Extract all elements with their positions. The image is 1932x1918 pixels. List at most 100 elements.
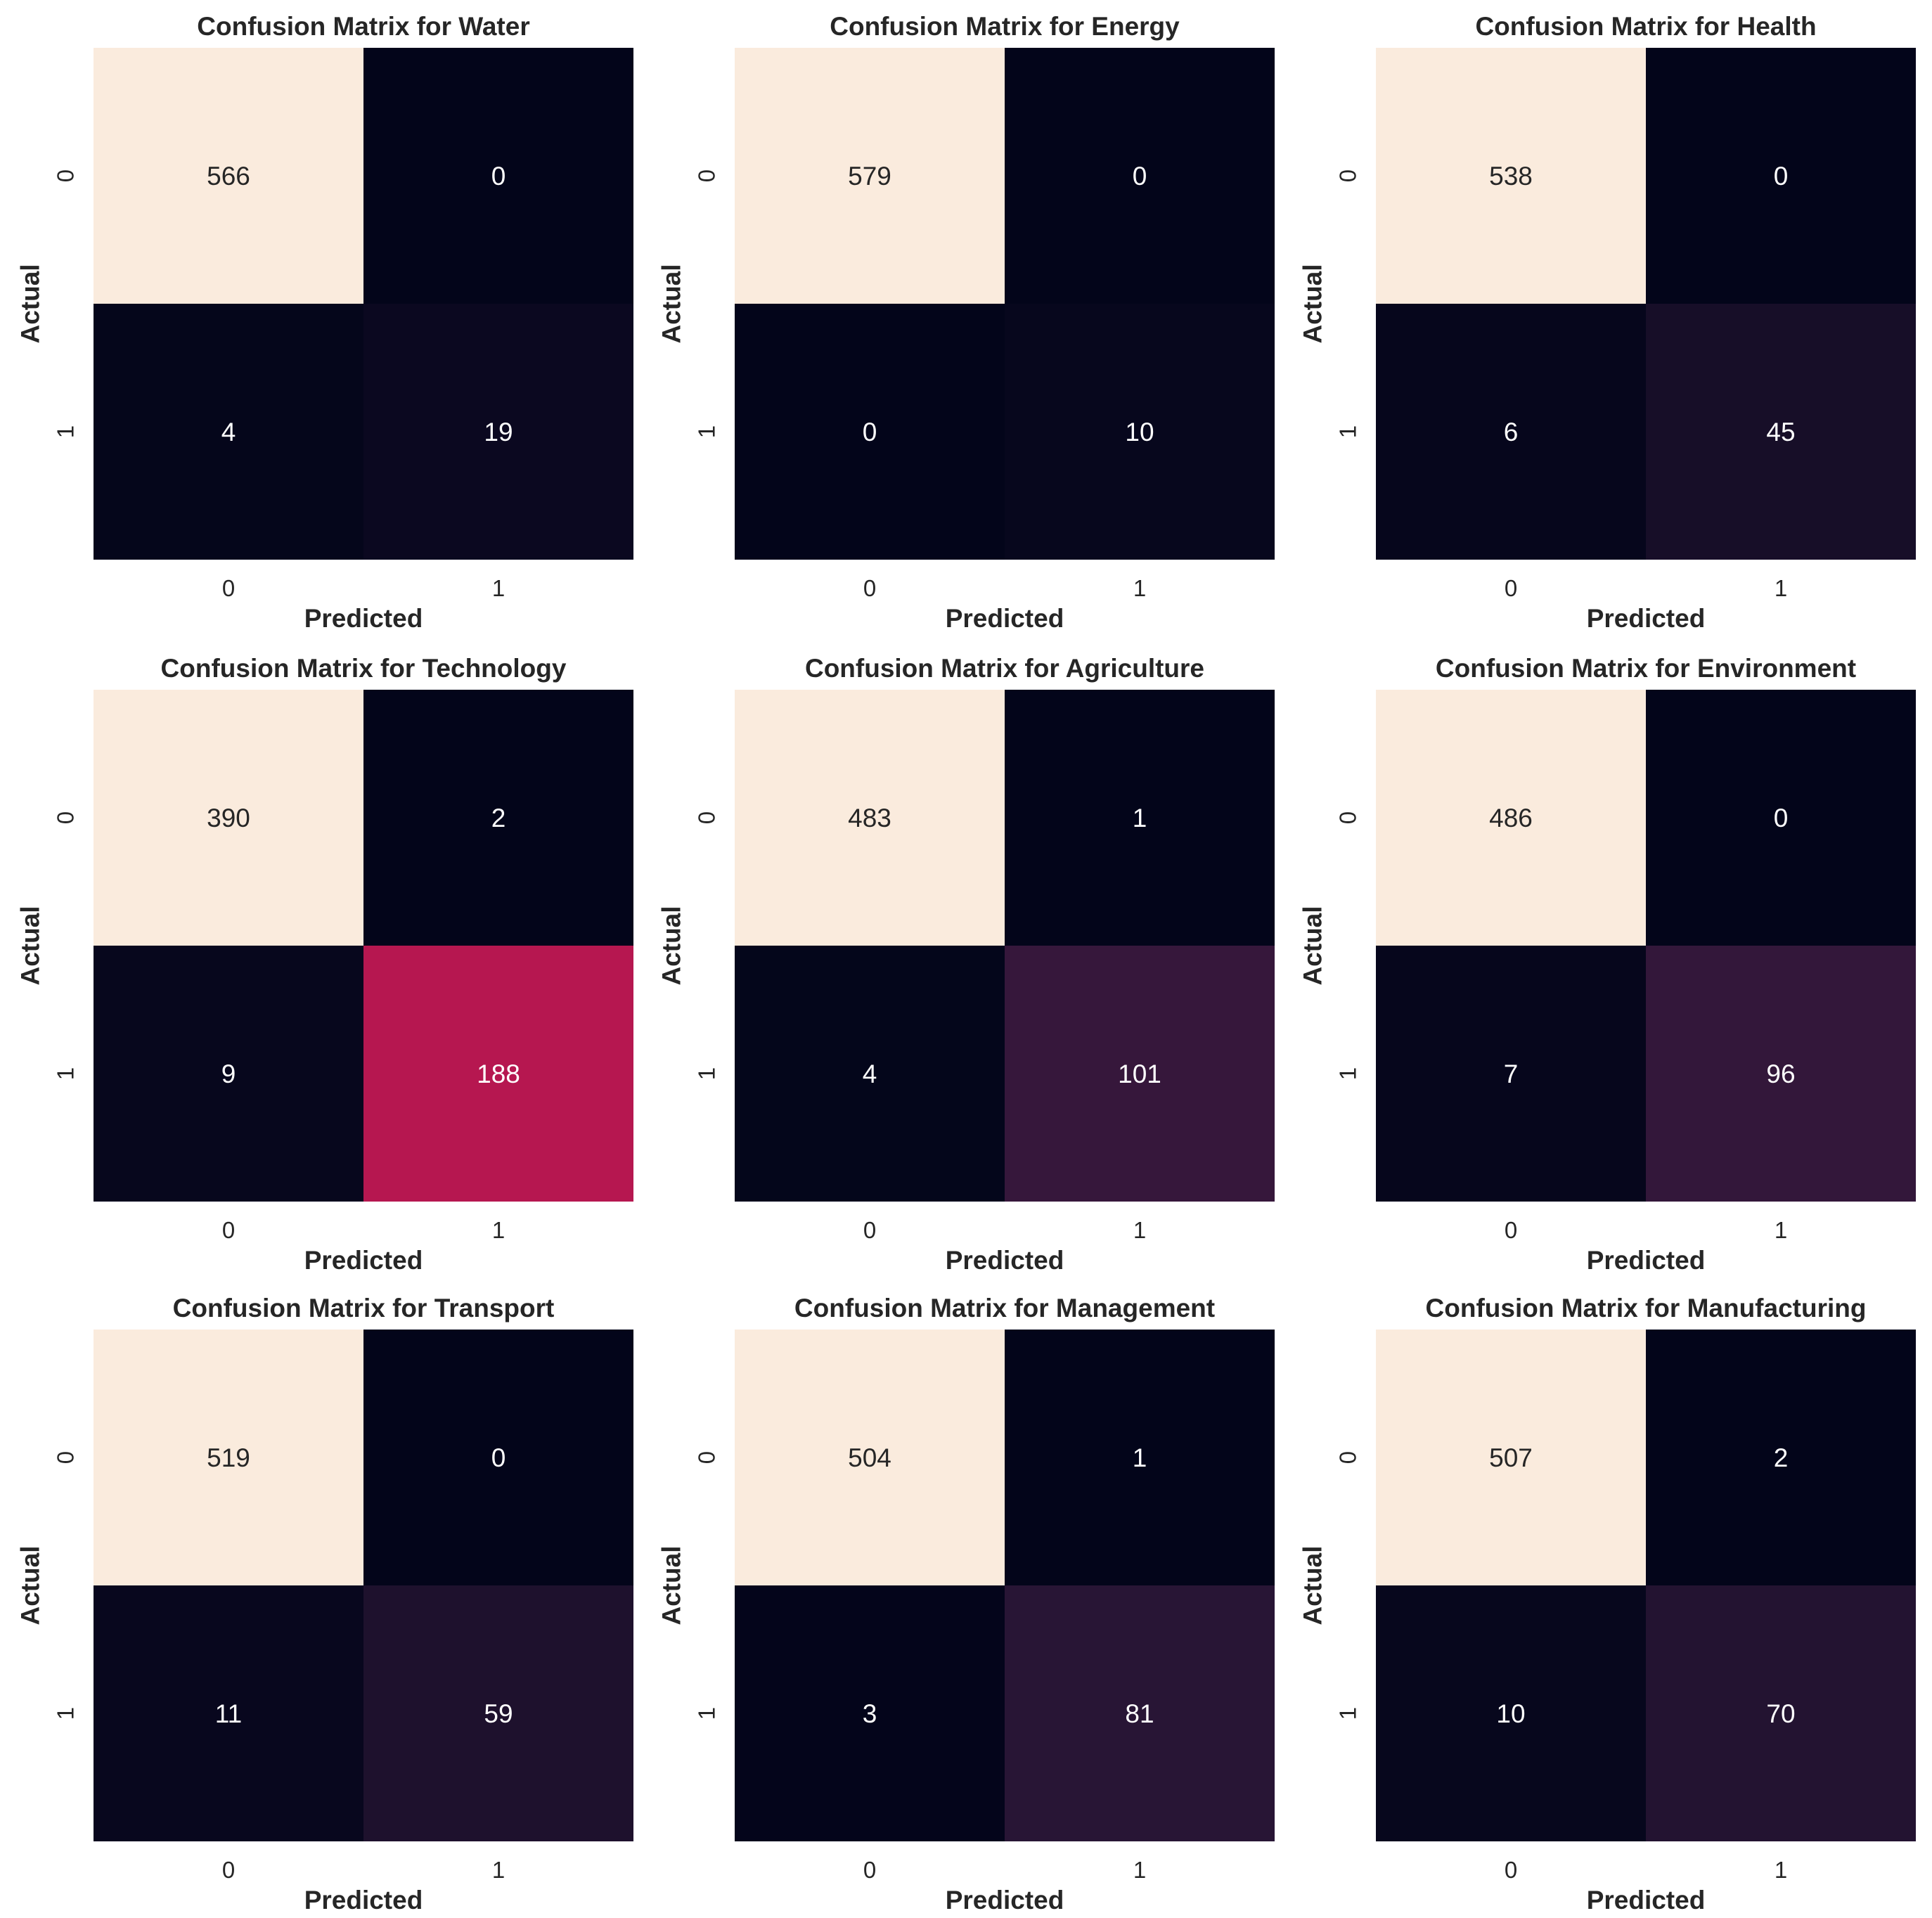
heatmap-cell (94, 946, 363, 1202)
y-axis-label: Actual (16, 1545, 45, 1625)
x-tick-label: 0 (863, 1217, 876, 1243)
y-tick-label: 0 (694, 1451, 720, 1464)
cell-value-label: 70 (1766, 1699, 1795, 1728)
x-tick-label: 0 (863, 575, 876, 601)
heatmap-cell (735, 1330, 1005, 1585)
heatmap-cell (1005, 1585, 1275, 1841)
x-axis-label: Predicted (304, 1246, 423, 1275)
y-tick-label: 1 (694, 425, 720, 438)
cell-value-label: 2 (491, 804, 506, 832)
chart-title: Confusion Matrix for Technology (161, 654, 567, 683)
y-tick-label: 1 (53, 425, 79, 438)
cell-value-label: 0 (491, 1443, 506, 1472)
heatmap-cell (735, 946, 1005, 1202)
y-axis-label: Actual (16, 906, 45, 985)
cell-value-label: 7 (1504, 1060, 1519, 1088)
x-tick-label: 0 (1505, 575, 1517, 601)
heatmap-cell (94, 304, 363, 560)
heatmap-cell (1376, 946, 1646, 1202)
heatmap-cell (1005, 946, 1275, 1202)
cell-value-label: 566 (207, 162, 250, 191)
cell-value-label: 59 (484, 1699, 513, 1728)
cell-value-label: 96 (1766, 1060, 1795, 1088)
y-axis-label: Actual (1299, 1545, 1327, 1625)
x-axis-label: Predicted (304, 604, 423, 633)
x-tick-label: 0 (1505, 1857, 1517, 1883)
cell-value-label: 45 (1766, 418, 1795, 446)
cell-value-label: 0 (1774, 162, 1789, 191)
cell-value-label: 10 (1496, 1699, 1525, 1728)
x-tick-label: 1 (1133, 1857, 1146, 1883)
cell-value-label: 0 (1774, 804, 1789, 832)
x-tick-label: 0 (222, 575, 235, 601)
heatmap-cell (1646, 48, 1916, 304)
heatmap-cell (735, 304, 1005, 560)
y-tick-label: 0 (694, 811, 720, 824)
x-tick-label: 1 (1775, 1857, 1787, 1883)
heatmap-cell (1376, 48, 1646, 304)
heatmap-cell (1646, 304, 1916, 560)
heatmap-cell (1005, 1330, 1275, 1585)
heatmap-cell (1376, 690, 1646, 946)
chart-title: Confusion Matrix for Energy (830, 12, 1180, 41)
heatmap-cell (363, 304, 633, 560)
heatmap-cell (363, 1585, 633, 1841)
y-axis-label: Actual (657, 264, 686, 343)
x-tick-label: 1 (492, 575, 505, 601)
x-axis-label: Predicted (946, 1886, 1064, 1914)
cell-value-label: 3 (863, 1699, 877, 1728)
chart-title: Confusion Matrix for Health (1475, 12, 1816, 41)
x-axis-label: Predicted (1587, 1246, 1706, 1275)
y-tick-label: 0 (694, 169, 720, 182)
cell-value-label: 1 (1133, 1443, 1147, 1472)
heatmap-cell (1646, 1330, 1916, 1585)
x-tick-label: 1 (1775, 1217, 1787, 1243)
y-tick-label: 1 (694, 1707, 720, 1720)
x-axis-label: Predicted (304, 1886, 423, 1914)
cell-value-label: 0 (491, 162, 506, 191)
cell-value-label: 4 (863, 1060, 877, 1088)
x-tick-label: 0 (222, 1217, 235, 1243)
y-axis-label: Actual (1299, 264, 1327, 343)
cell-value-label: 19 (484, 418, 513, 446)
y-tick-label: 1 (1335, 1707, 1361, 1720)
y-tick-label: 0 (53, 169, 79, 182)
heatmap-cell (363, 946, 633, 1202)
heatmap-cell (1646, 1585, 1916, 1841)
y-tick-label: 0 (1335, 811, 1361, 824)
y-axis-label: Actual (1299, 906, 1327, 985)
cell-value-label: 538 (1489, 162, 1533, 191)
heatmap-cell (363, 1330, 633, 1585)
cell-value-label: 579 (848, 162, 891, 191)
y-tick-label: 1 (1335, 1067, 1361, 1080)
heatmap-panel: Confusion Matrix for Health 538 0 6 45 0 1 0 1 Pr… (1299, 12, 1916, 633)
heatmap-panel: Confusion Matrix for Water 566 0 4 19 0 1 0 1 Pre… (16, 12, 633, 633)
heatmap-cell (363, 690, 633, 946)
x-tick-label: 1 (1775, 575, 1787, 601)
cell-value-label: 519 (207, 1443, 250, 1472)
heatmap-panel: Confusion Matrix for Environment 486 0 7 96 0… (1299, 654, 1916, 1275)
x-tick-label: 1 (492, 1857, 505, 1883)
cell-value-label: 0 (863, 418, 877, 446)
chart-title: Confusion Matrix for Environment (1436, 654, 1856, 683)
y-tick-label: 1 (1335, 425, 1361, 438)
heatmap-cell (363, 48, 633, 304)
cell-value-label: 0 (1133, 162, 1147, 191)
y-tick-label: 1 (53, 1707, 79, 1720)
heatmap-cell (1376, 1585, 1646, 1841)
heatmap-cell (735, 690, 1005, 946)
cell-value-label: 81 (1125, 1699, 1154, 1728)
cell-value-label: 11 (215, 1699, 242, 1728)
heatmap-cell (1005, 48, 1275, 304)
chart-title: Confusion Matrix for Transport (173, 1294, 555, 1322)
x-axis-label: Predicted (1587, 604, 1706, 633)
x-tick-label: 1 (492, 1217, 505, 1243)
heatmap-panel: Confusion Matrix for Management 504 1 3 81 0 1… (657, 1294, 1275, 1914)
heatmap-panel: Confusion Matrix for Technology 390 2 9 188 0… (16, 654, 633, 1275)
heatmap-cell (1005, 690, 1275, 946)
heatmap-cell (1646, 946, 1916, 1202)
cell-value-label: 390 (207, 804, 250, 832)
